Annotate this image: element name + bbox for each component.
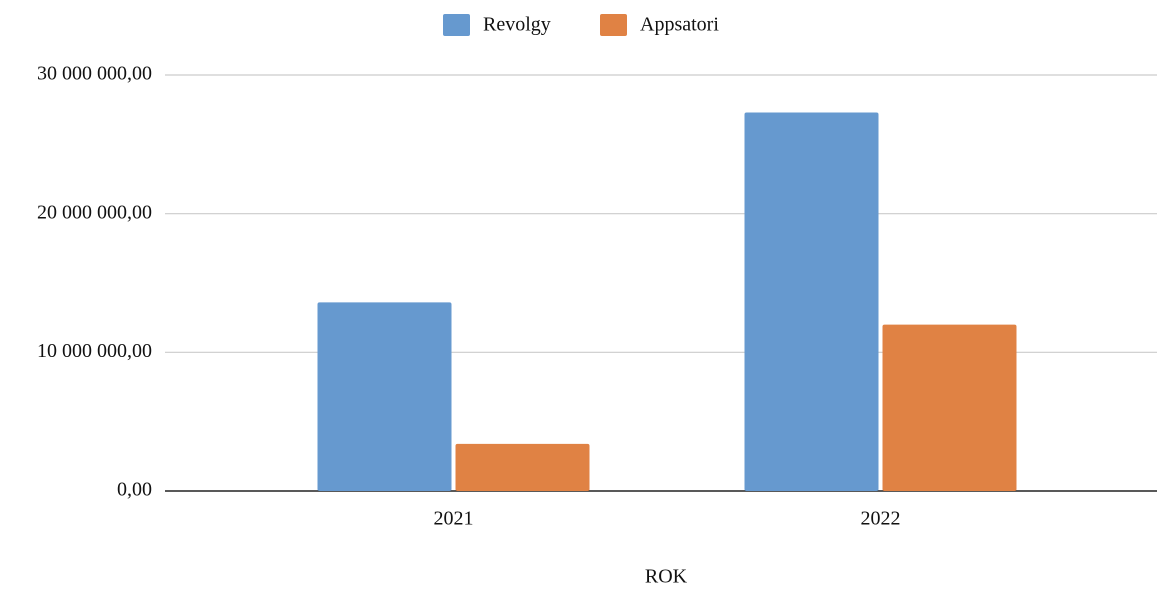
bar [455, 443, 590, 491]
x-tick-label: 2022 [861, 508, 901, 530]
bar [882, 324, 1017, 491]
y-tick-label: 10 000 000,00 [37, 340, 152, 362]
x-axis-label: ROK [645, 566, 688, 588]
bar [744, 112, 879, 491]
legend-swatch [443, 14, 470, 36]
legend-label: Appsatori [640, 14, 719, 36]
x-tick-label: 2021 [434, 508, 474, 530]
y-tick-label: 30 000 000,00 [37, 63, 152, 85]
legend-swatch [600, 14, 627, 36]
legend-label: Revolgy [483, 14, 551, 36]
bar [317, 302, 452, 491]
y-tick-label: 0,00 [117, 479, 152, 501]
y-tick-label: 20 000 000,00 [37, 201, 152, 223]
